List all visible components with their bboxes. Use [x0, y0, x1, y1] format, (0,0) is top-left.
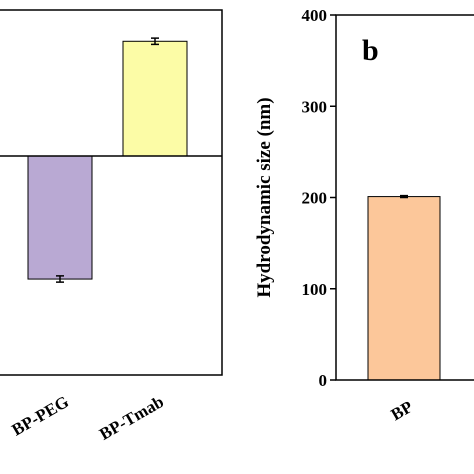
y-tick-label: 300: [302, 97, 328, 116]
axes-frame: [335, 14, 474, 381]
y-tick-label: 400: [302, 6, 328, 25]
y-tick-label: 200: [302, 189, 328, 208]
x-tick-label: BP: [388, 397, 416, 424]
bar: [122, 40, 188, 157]
x-tick-label: BP-Tmab: [96, 392, 167, 444]
bar: [367, 196, 441, 381]
error-bar: [400, 194, 408, 199]
error-bar: [151, 37, 159, 46]
x-tick-label: BP-PEG: [9, 392, 72, 440]
y-tick-label: 0: [319, 371, 328, 390]
panel-label: b: [362, 34, 379, 67]
bar: [27, 155, 93, 280]
error-bar: [56, 275, 64, 283]
axes-frame: [0, 9, 223, 376]
y-axis-title: Hydrodynamic size (nm): [254, 97, 275, 297]
y-tick-label: 100: [302, 280, 328, 299]
